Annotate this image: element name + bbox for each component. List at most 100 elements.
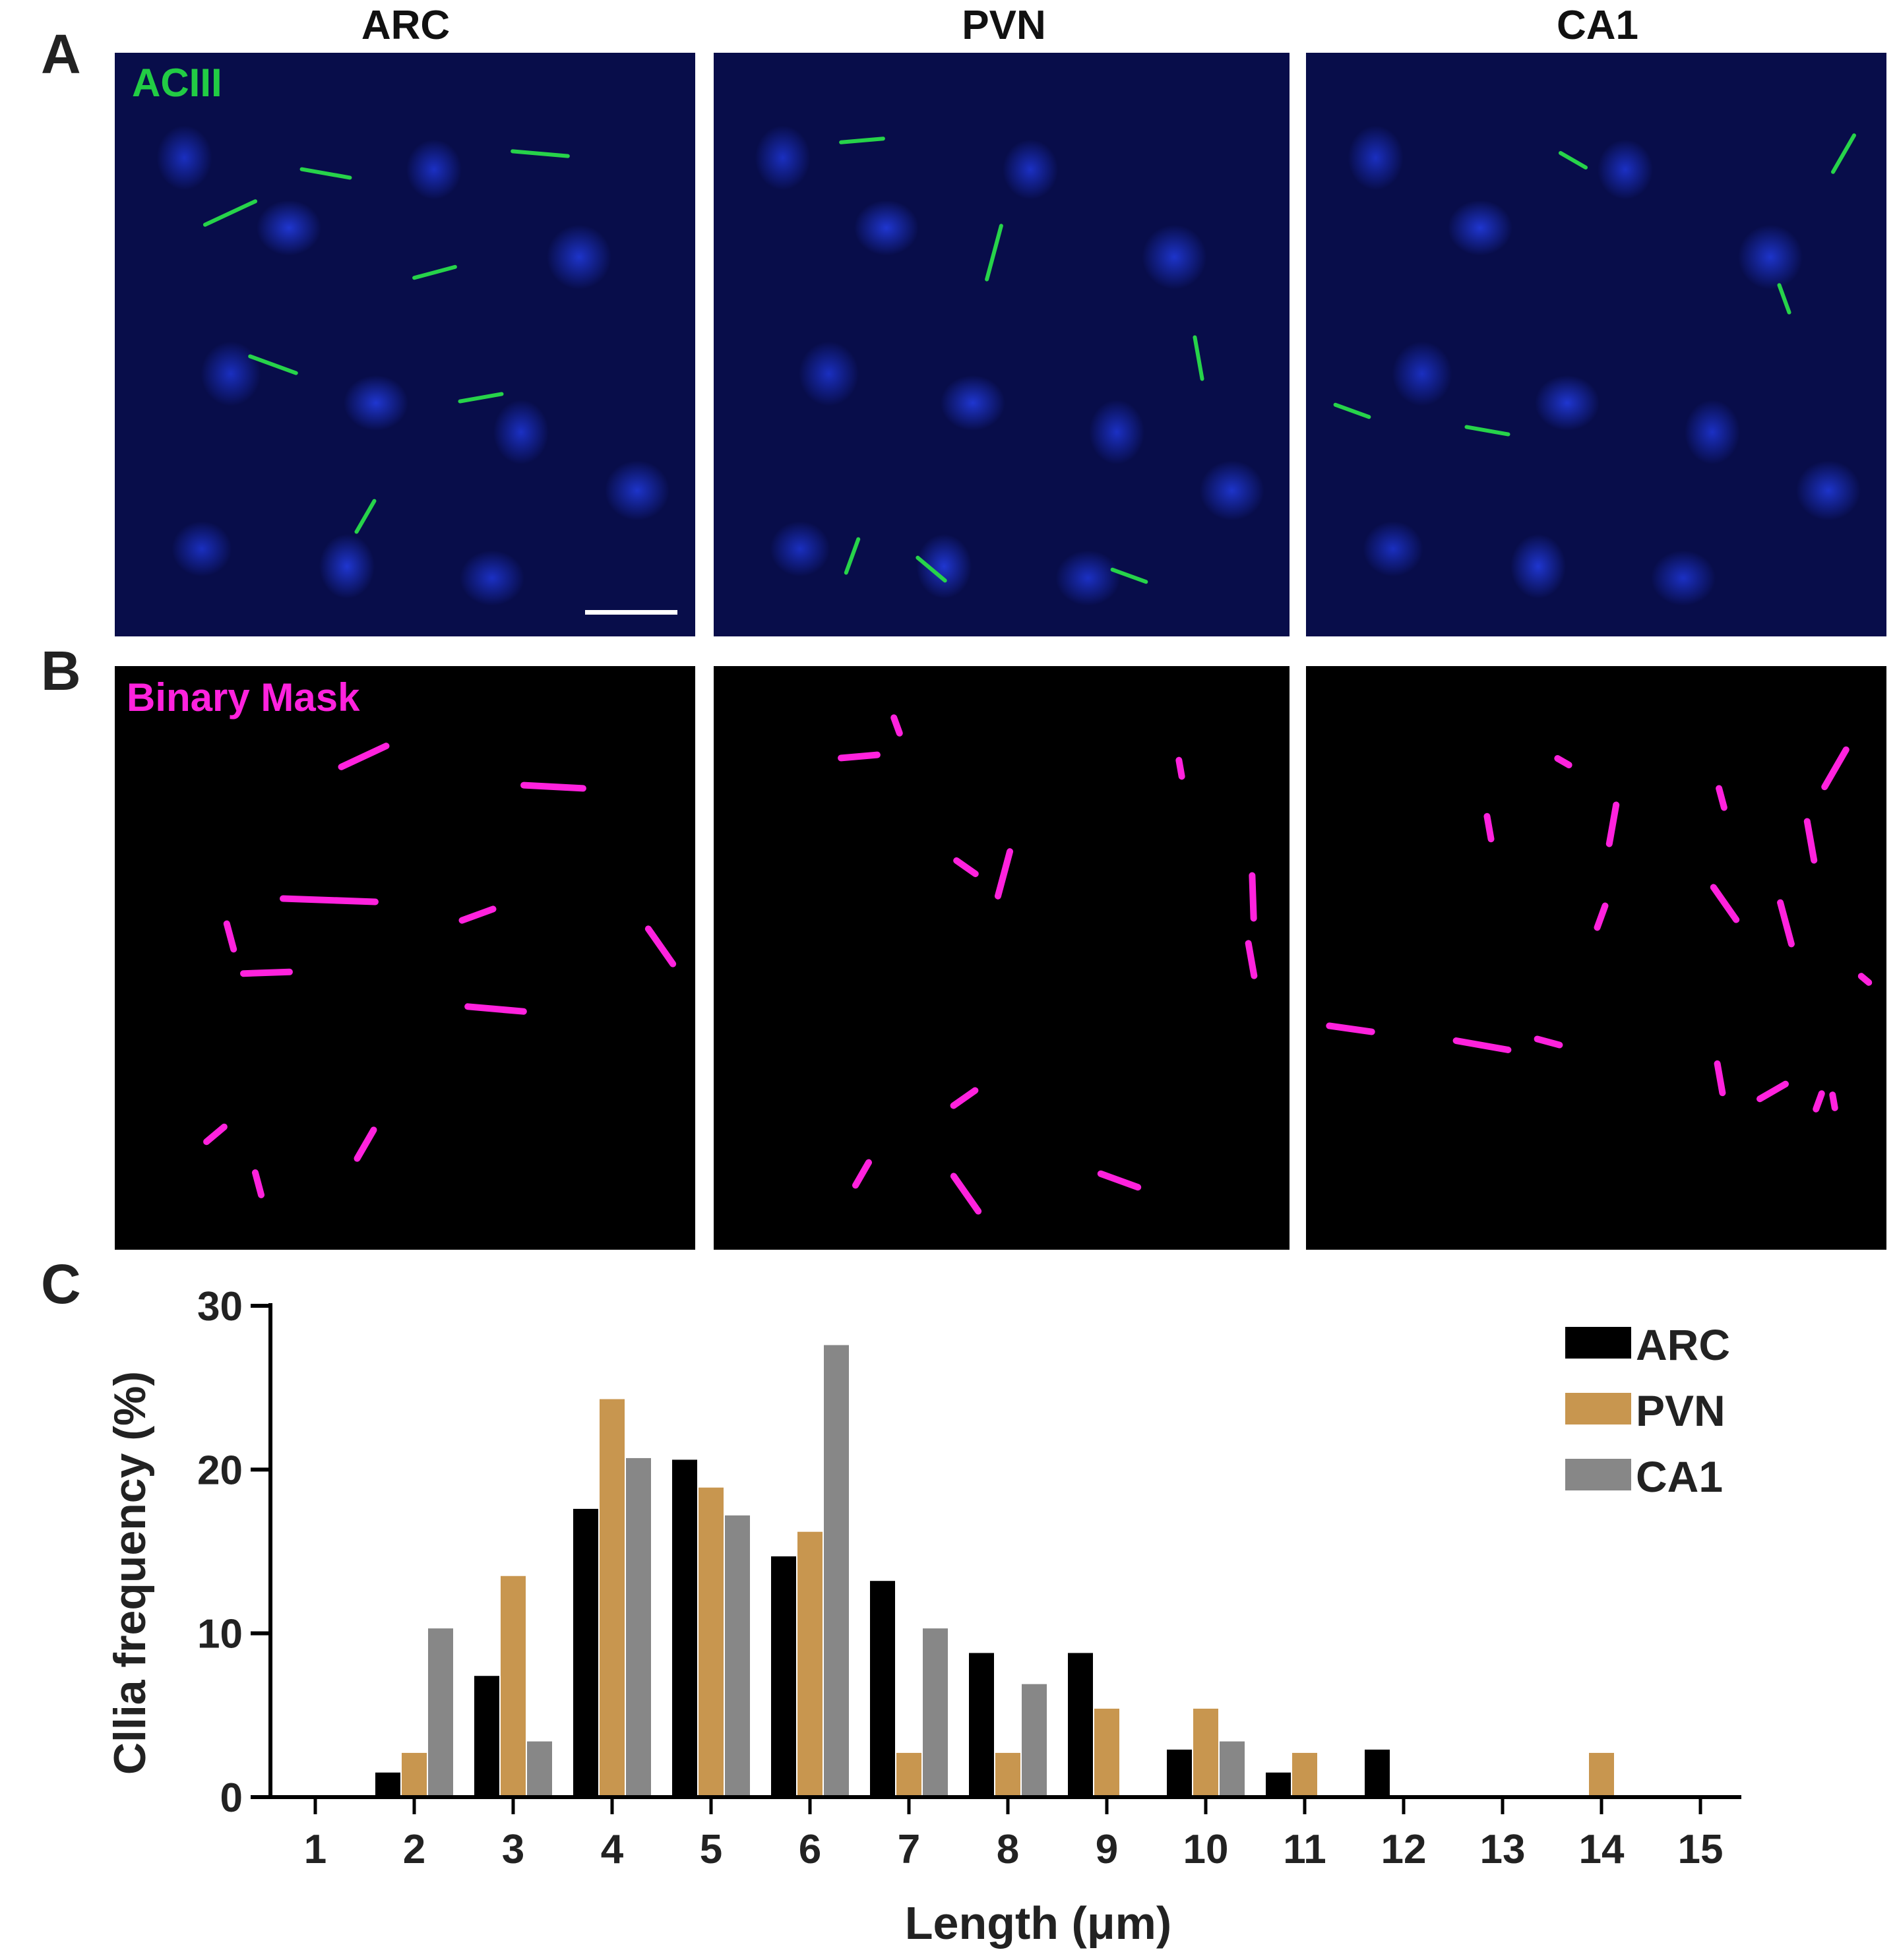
y-tick-label: 0	[220, 1775, 243, 1821]
x-tick-label: 1	[304, 1827, 327, 1872]
bar-ca1-4	[626, 1457, 651, 1797]
mask-cilium	[948, 1086, 980, 1111]
mask-cilium	[1811, 1089, 1826, 1114]
y-tick-label: 30	[197, 1284, 243, 1330]
x-tick-label: 10	[1183, 1827, 1229, 1872]
bar-arc-12	[1365, 1749, 1390, 1797]
mask-cilium	[1856, 971, 1874, 987]
mask-cilium	[952, 855, 980, 879]
mask-cilium	[1175, 756, 1186, 781]
mask-cilium	[1828, 1091, 1839, 1112]
mask-cilium	[1553, 754, 1574, 770]
cilium	[510, 149, 571, 158]
mask-cilium	[1452, 1037, 1512, 1054]
cilium	[1557, 150, 1589, 171]
y-tick-label: 20	[197, 1448, 243, 1493]
cilium	[1192, 335, 1205, 381]
bar-pvn-2	[402, 1752, 427, 1797]
mask-cilium	[1533, 1035, 1564, 1049]
mask-cilium	[1714, 784, 1729, 812]
cilium	[299, 167, 352, 180]
bar-arc-3	[474, 1676, 499, 1797]
panel-letter-b: B	[41, 640, 81, 702]
binary-mask-arc: Binary Mask	[115, 666, 695, 1250]
cilium	[354, 498, 377, 535]
mask-cilium	[1803, 817, 1819, 865]
mask-cilium	[1096, 1169, 1142, 1192]
scale-bar	[585, 610, 677, 615]
cilium	[247, 353, 299, 376]
mask-cilium	[251, 1168, 266, 1200]
column-title-arc: ARC	[361, 3, 451, 48]
mask-cilium	[1605, 801, 1621, 848]
bar-pvn-14	[1589, 1752, 1614, 1797]
mask-cilium	[889, 713, 904, 738]
legend-swatch-ca1	[1565, 1459, 1631, 1490]
mask-cilium	[458, 905, 497, 925]
bar-arc-8	[969, 1653, 994, 1797]
bar-pvn-5	[699, 1487, 724, 1797]
column-title-pvn: PVN	[962, 3, 1046, 48]
bar-pvn-4	[600, 1399, 625, 1797]
mask-cilium	[1755, 1079, 1790, 1104]
x-axis-label: Length (μm)	[905, 1897, 1171, 1949]
legend: ARC PVN CA1	[1565, 1320, 1730, 1501]
bar-pvn-6	[797, 1531, 823, 1797]
acii-image-ca1	[1306, 53, 1886, 636]
x-tick-label: 8	[997, 1827, 1019, 1872]
bar-pvn-10	[1193, 1708, 1218, 1797]
mask-cilium	[1249, 872, 1257, 922]
column-title-ca1: CA1	[1556, 3, 1639, 48]
mask-cilium	[336, 741, 391, 772]
mask-cilium	[643, 924, 678, 969]
bar-pvn-8	[995, 1752, 1020, 1797]
x-tick-label: 9	[1096, 1827, 1118, 1872]
bar-ca1-10	[1220, 1741, 1245, 1797]
mask-cilium	[948, 1171, 983, 1216]
cilium	[1830, 133, 1857, 175]
bar-ca1-6	[824, 1345, 849, 1797]
mask-cilium	[851, 1157, 873, 1190]
panel-letter-a: A	[41, 23, 81, 85]
cilium	[1776, 282, 1792, 315]
x-tick-label: 4	[601, 1827, 624, 1872]
cilium	[412, 264, 458, 280]
mask-cilium	[202, 1122, 229, 1147]
cilium	[1332, 402, 1372, 420]
bar-arc-5	[672, 1459, 697, 1797]
x-tick-label: 5	[700, 1827, 722, 1872]
bar-arc-11	[1266, 1772, 1291, 1797]
panel-letter-c: C	[41, 1253, 81, 1315]
mask-cilium	[1820, 745, 1851, 791]
x-tick-label: 7	[898, 1827, 920, 1872]
mask-cilium	[1776, 898, 1796, 948]
cilium	[1464, 424, 1510, 437]
x-tick-label: 2	[403, 1827, 425, 1872]
bar-arc-4	[573, 1508, 598, 1797]
binary-mask-pvn	[714, 666, 1290, 1250]
bar-ca1-5	[725, 1515, 750, 1797]
bar-arc-10	[1167, 1749, 1192, 1797]
mask-cilium	[1244, 939, 1259, 980]
binary-mask-label: Binary Mask	[127, 675, 360, 720]
acii-image-arc: ACIII	[115, 53, 695, 636]
mask-cilium	[1483, 812, 1495, 843]
mask-cilium	[279, 895, 379, 905]
y-axis-label: Cllia frequency (%)	[105, 1371, 155, 1775]
binary-mask-ca1	[1306, 666, 1886, 1250]
acii-image-pvn	[714, 53, 1290, 636]
legend-label-pvn: PVN	[1636, 1386, 1726, 1435]
bar-pvn-7	[896, 1752, 921, 1797]
mask-cilium	[222, 919, 238, 954]
bar-ca1-2	[428, 1628, 453, 1797]
mask-cilium	[837, 751, 881, 762]
bar-ca1-7	[923, 1628, 948, 1797]
mask-cilium	[239, 968, 294, 977]
bar-ca1-3	[527, 1741, 552, 1797]
legend-swatch-pvn	[1565, 1393, 1631, 1424]
cilium	[984, 223, 1004, 282]
x-tick-label: 6	[799, 1827, 821, 1872]
mask-cilium	[1593, 902, 1609, 932]
bar-pvn-11	[1292, 1752, 1317, 1797]
